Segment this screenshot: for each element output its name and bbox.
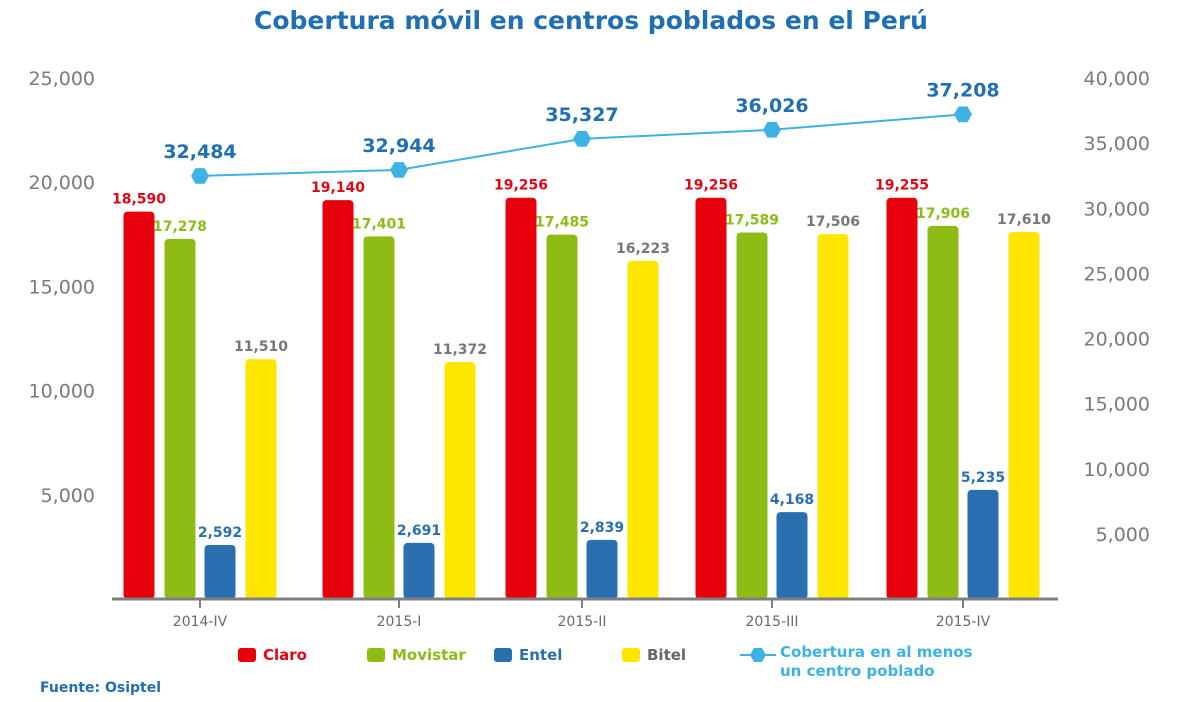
data-label-entel: 4,168 (770, 492, 814, 508)
bar-claro (505, 197, 537, 599)
legend-label-entel: Entel (519, 646, 563, 664)
data-label-entel: 2,839 (580, 520, 624, 536)
legend-label-cobertura-line2: un centro poblado (780, 662, 935, 680)
legend-swatch-movistar (367, 648, 385, 662)
bar-movistar (546, 234, 578, 599)
data-label-movistar: 17,278 (153, 219, 207, 235)
legend-swatch-entel (494, 648, 512, 662)
left-axis-tick-label: 25,000 (29, 68, 95, 90)
line-point-cobertura (573, 131, 591, 147)
bar-entel (776, 512, 808, 599)
left-axis-tick-label: 20,000 (29, 172, 95, 194)
line-point-cobertura (954, 106, 972, 123)
left-axis-tick-label: 15,000 (29, 276, 95, 298)
data-label-cobertura: 37,208 (926, 79, 999, 101)
legend-item-claro: Claro (238, 643, 307, 667)
line-point-cobertura (390, 162, 408, 178)
x-axis-tick-label: 2015-I (377, 614, 422, 630)
legend-label-movistar: Movistar (392, 646, 466, 664)
bar-claro (322, 200, 354, 599)
chart-title: Cobertura móvil en centros poblados en e… (254, 6, 928, 35)
legend-label-claro: Claro (263, 646, 307, 664)
data-label-movistar: 17,906 (916, 206, 970, 222)
right-axis-tick-label: 25,000 (1084, 263, 1150, 285)
bar-entel (586, 539, 618, 599)
legend-item-movistar: Movistar (367, 643, 466, 667)
data-label-cobertura: 36,026 (735, 95, 808, 117)
chart-canvas: 25,000 20,000 15,000 10,000 5,000 40,000 35,00… (29, 68, 1150, 630)
data-label-entel: 2,592 (198, 525, 242, 541)
left-axis-tick-label: 5,000 (41, 485, 95, 507)
bar-bitel (444, 362, 476, 599)
legend-item-bitel: Bitel (622, 643, 686, 667)
data-label-claro: 18,590 (112, 192, 166, 208)
line-point-cobertura (191, 168, 209, 184)
legend-marker-cobertura (740, 648, 776, 662)
x-axis-tick-label: 2015-IV (936, 614, 991, 630)
data-label-claro: 19,255 (875, 178, 929, 194)
data-label-bitel: 17,610 (997, 212, 1051, 228)
bar-claro (695, 197, 727, 599)
data-label-bitel: 17,506 (806, 214, 860, 230)
data-label-entel: 5,235 (961, 470, 1005, 486)
legend-label-cobertura: Cobertura en al menos un centro poblado (780, 643, 1000, 681)
data-label-bitel: 16,223 (616, 241, 670, 257)
x-axis-tick-label: 2014-IV (173, 614, 228, 630)
data-label-cobertura: 35,327 (545, 104, 618, 126)
right-axis-tick-label: 15,000 (1084, 394, 1150, 416)
right-axis-tick-label: 20,000 (1084, 329, 1150, 351)
bar-movistar (927, 225, 959, 599)
bar-bitel (817, 234, 849, 599)
bar-entel (403, 542, 435, 599)
right-axis-tick-label: 40,000 (1084, 68, 1150, 90)
left-axis-tick-label: 10,000 (29, 381, 95, 403)
bar-claro (123, 211, 155, 599)
line-point-cobertura (763, 121, 781, 138)
bar-movistar (164, 238, 196, 599)
legend-swatch-claro (238, 648, 256, 662)
bar-bitel (245, 359, 277, 599)
bar-movistar (363, 236, 395, 599)
bar-entel (967, 489, 999, 599)
bar-bitel (627, 260, 659, 599)
right-axis-tick-label: 10,000 (1084, 459, 1150, 481)
legend-label-cobertura-line1: Cobertura en al menos (780, 643, 973, 661)
data-label-movistar: 17,589 (725, 212, 779, 228)
data-label-cobertura: 32,484 (163, 141, 236, 163)
data-label-claro: 19,256 (684, 178, 738, 194)
x-axis-tick-label: 2015-II (558, 614, 607, 630)
data-label-cobertura: 32,944 (362, 135, 435, 157)
bar-movistar (736, 232, 768, 599)
x-axis-tick-label: 2015-III (745, 614, 798, 630)
data-label-entel: 2,691 (397, 523, 441, 539)
bar-entel (204, 544, 236, 599)
legend-swatch-bitel (622, 648, 640, 662)
data-label-claro: 19,256 (494, 178, 548, 194)
source-note: Fuente: Osiptel (40, 680, 161, 696)
data-label-bitel: 11,372 (433, 342, 487, 358)
data-label-claro: 19,140 (311, 180, 365, 196)
right-axis-tick-label: 30,000 (1084, 198, 1150, 220)
data-label-movistar: 17,485 (535, 215, 589, 231)
right-axis-tick-label: 35,000 (1084, 133, 1150, 155)
bar-claro (886, 197, 918, 599)
legend-item-entel: Entel (494, 643, 562, 667)
data-label-movistar: 17,401 (352, 216, 406, 232)
right-axis-tick-label: 5,000 (1096, 524, 1150, 546)
bar-bitel (1008, 232, 1040, 599)
data-label-bitel: 11,510 (234, 339, 288, 355)
legend-label-bitel: Bitel (647, 646, 687, 664)
